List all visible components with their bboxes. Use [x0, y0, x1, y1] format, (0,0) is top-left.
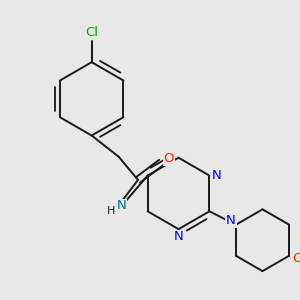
Text: H: H [107, 206, 115, 216]
Text: Cl: Cl [85, 26, 98, 39]
Text: N: N [226, 214, 236, 227]
Text: O: O [164, 152, 174, 165]
Text: N: N [174, 230, 183, 243]
Text: O: O [292, 252, 300, 265]
Text: N: N [211, 169, 221, 182]
Text: N: N [117, 200, 127, 212]
